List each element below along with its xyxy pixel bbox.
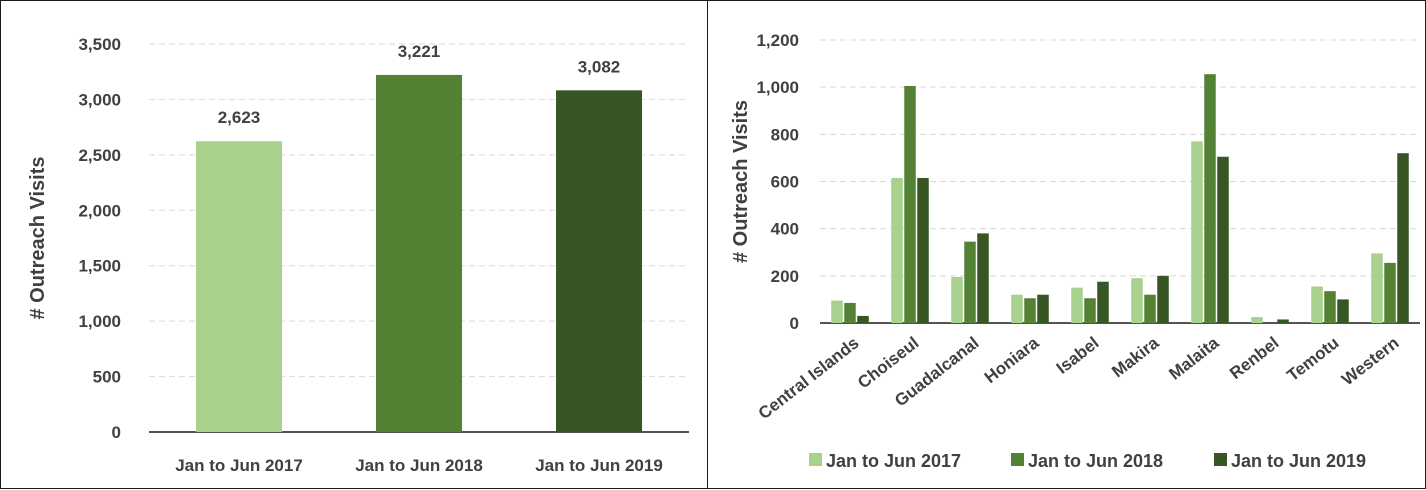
x-category-label: Temotu — [1283, 333, 1342, 385]
bar-western-1 — [1371, 253, 1383, 323]
y-tick-label: 500 — [93, 368, 121, 387]
x-category-label: Jan to Jun 2017 — [175, 456, 303, 475]
y-tick-label: 400 — [771, 220, 799, 239]
y-tick-label: 800 — [771, 125, 799, 144]
bar-central-islands-3 — [857, 315, 869, 323]
x-category-label: Jan to Jun 2019 — [535, 456, 663, 475]
bar-1 — [196, 141, 282, 432]
bar-temotu-1 — [1311, 286, 1323, 323]
y-tick-label: 200 — [771, 267, 799, 286]
legend-swatch — [1214, 453, 1227, 466]
bar-3 — [556, 90, 642, 432]
chart-panel-left: 0 500 1,000 1,500 2,000 2,500 3,000 3,500 # Outr… — [0, 0, 708, 489]
bar-data-label: 3,082 — [578, 57, 621, 76]
legend-label: Jan to Jun 2017 — [826, 451, 961, 471]
bar-choiseul-3 — [917, 177, 929, 323]
y-tick-label: 3,000 — [78, 90, 121, 109]
bar-central-islands-2 — [844, 302, 856, 323]
y-tick-label: 2,000 — [78, 201, 121, 220]
legend-label: Jan to Jun 2019 — [1231, 451, 1366, 471]
y-tick-label: 0 — [112, 423, 121, 442]
x-category-label: Western — [1338, 333, 1402, 389]
bar-honiara-3 — [1037, 294, 1049, 323]
legend-swatch — [809, 453, 822, 466]
bar-isabel-3 — [1097, 281, 1109, 323]
y-tick-label: 600 — [771, 173, 799, 192]
bar-western-2 — [1384, 262, 1396, 323]
bar-data-label: 3,221 — [398, 42, 441, 61]
legend-label: Jan to Jun 2018 — [1028, 451, 1163, 471]
bar-guadalcanal-1 — [951, 277, 963, 323]
bar-malaita-2 — [1204, 74, 1216, 323]
left-bar-chart: 0 500 1,000 1,500 2,000 2,500 3,000 3,500 # Outr… — [27, 35, 689, 475]
bar-choiseul-1 — [891, 177, 903, 323]
bar-malaita-3 — [1217, 156, 1229, 323]
y-tick-label: 1,000 — [78, 312, 121, 331]
x-category-label: Isabel — [1053, 333, 1103, 378]
x-category-label: Renbel — [1226, 333, 1282, 383]
x-category-label: Honiara — [981, 333, 1043, 387]
bar-2 — [376, 74, 462, 433]
x-category-label: Central Islands — [755, 333, 863, 423]
x-category-label: Makira — [1108, 333, 1163, 381]
x-category-label: Jan to Jun 2018 — [355, 456, 483, 475]
y-axis-title: # Outreach Visits — [730, 100, 752, 263]
y-tick-label: 3,500 — [78, 35, 121, 54]
legend-swatch — [1011, 453, 1024, 466]
bar-guadalcanal-3 — [977, 233, 989, 323]
bar-makira-3 — [1157, 275, 1169, 323]
bar-central-islands-1 — [831, 300, 843, 323]
y-tick-label: 1,200 — [756, 31, 799, 50]
bar-honiara-2 — [1024, 298, 1036, 323]
bar-isabel-1 — [1071, 287, 1083, 323]
bar-makira-2 — [1144, 294, 1156, 323]
bar-temotu-3 — [1337, 299, 1349, 323]
bar-guadalcanal-2 — [964, 241, 976, 323]
y-tick-label: 2,500 — [78, 146, 121, 165]
bar-western-3 — [1397, 153, 1409, 323]
bar-honiara-1 — [1011, 294, 1023, 323]
bar-malaita-1 — [1191, 141, 1203, 323]
right-grouped-bar-chart: 0 200 400 600 800 1,000 1,200 # Outreach Visits… — [730, 31, 1420, 471]
bar-makira-1 — [1131, 278, 1143, 323]
chart-panel-right: 0 200 400 600 800 1,000 1,200 # Outreach Visits… — [707, 0, 1426, 489]
bar-renbel-3 — [1277, 319, 1289, 323]
x-category-label: Malaita — [1165, 333, 1223, 384]
bar-temotu-2 — [1324, 291, 1336, 323]
bar-renbel-1 — [1251, 317, 1263, 323]
bar-choiseul-2 — [904, 85, 916, 323]
y-axis-title: # Outreach Visits — [27, 156, 49, 319]
y-tick-label: 0 — [790, 314, 799, 333]
y-tick-label: 1,000 — [756, 78, 799, 97]
bar-data-label: 2,623 — [218, 108, 261, 127]
bar-isabel-2 — [1084, 298, 1096, 323]
y-tick-label: 1,500 — [78, 257, 121, 276]
